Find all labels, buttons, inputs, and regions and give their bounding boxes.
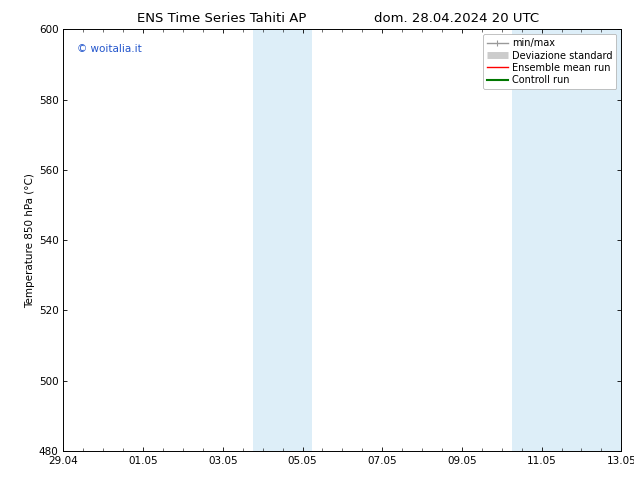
Bar — [512, 29, 621, 451]
Bar — [253, 29, 313, 451]
Legend: min/max, Deviazione standard, Ensemble mean run, Controll run: min/max, Deviazione standard, Ensemble m… — [483, 34, 616, 89]
Text: dom. 28.04.2024 20 UTC: dom. 28.04.2024 20 UTC — [374, 12, 539, 25]
Text: ENS Time Series Tahiti AP: ENS Time Series Tahiti AP — [137, 12, 307, 25]
Text: © woitalia.it: © woitalia.it — [77, 44, 142, 54]
Y-axis label: Temperature 850 hPa (°C): Temperature 850 hPa (°C) — [25, 172, 35, 308]
